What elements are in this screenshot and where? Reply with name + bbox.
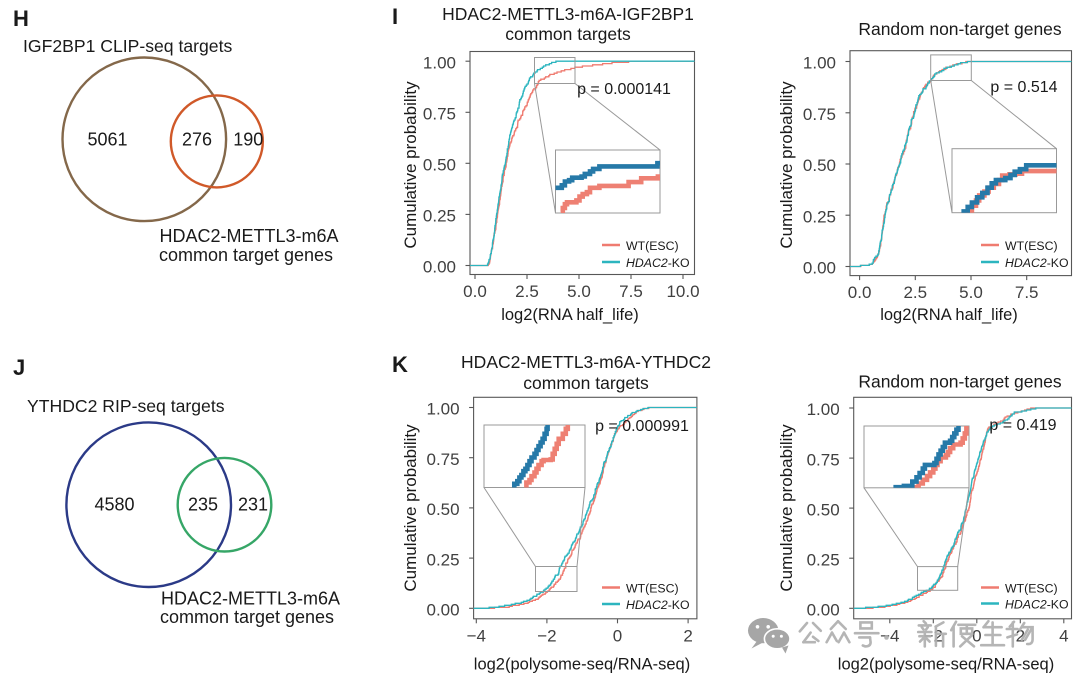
svg-text:0: 0 <box>613 626 622 645</box>
svg-text:K: K <box>392 352 408 377</box>
svg-text:H: H <box>13 6 29 31</box>
svg-text:p = 0.514: p = 0.514 <box>990 79 1057 96</box>
svg-text:HDAC2-KO: HDAC2-KO <box>1005 598 1069 612</box>
svg-text:235: 235 <box>188 495 218 515</box>
svg-text:Random non-target genes: Random non-target genes <box>858 372 1062 392</box>
svg-text:0.25: 0.25 <box>427 550 460 569</box>
svg-text:p = 0.000991: p = 0.000991 <box>595 418 689 435</box>
svg-text:1.00: 1.00 <box>807 400 840 419</box>
svg-text:2.5: 2.5 <box>515 282 539 301</box>
svg-text:0.25: 0.25 <box>423 207 456 226</box>
svg-text:common targets: common targets <box>505 24 631 44</box>
svg-text:0.75: 0.75 <box>423 105 456 124</box>
svg-text:2: 2 <box>683 626 692 645</box>
svg-text:HDAC2-KO: HDAC2-KO <box>626 598 690 612</box>
svg-text:0.25: 0.25 <box>803 207 836 226</box>
svg-text:0.50: 0.50 <box>423 156 456 175</box>
svg-text:−2: −2 <box>537 626 556 645</box>
svg-text:Cumulative probability: Cumulative probability <box>777 424 796 592</box>
svg-text:I: I <box>392 4 398 29</box>
svg-text:0.00: 0.00 <box>427 601 460 620</box>
svg-text:1.00: 1.00 <box>423 53 456 72</box>
svg-text:HDAC2-KO: HDAC2-KO <box>1005 256 1069 270</box>
svg-text:5061: 5061 <box>87 130 127 150</box>
svg-text:HDAC2-METTL3-m6A-YTHDC2: HDAC2-METTL3-m6A-YTHDC2 <box>461 352 711 372</box>
svg-text:1.00: 1.00 <box>427 400 460 419</box>
svg-text:HDAC2-METTL3-m6A-IGF2BP1: HDAC2-METTL3-m6A-IGF2BP1 <box>442 4 694 24</box>
svg-text:IGF2BP1 CLIP-seq targets: IGF2BP1 CLIP-seq targets <box>23 36 232 56</box>
svg-text:7.5: 7.5 <box>1015 283 1039 302</box>
svg-text:10.0: 10.0 <box>666 282 699 301</box>
svg-text:0.50: 0.50 <box>807 500 840 519</box>
svg-text:0.50: 0.50 <box>427 500 460 519</box>
svg-text:0.00: 0.00 <box>423 258 456 277</box>
svg-text:Cumulative probability: Cumulative probability <box>401 81 420 249</box>
svg-text:Random non-target genes: Random non-target genes <box>858 19 1062 39</box>
svg-text:0.25: 0.25 <box>807 550 840 569</box>
svg-text:YTHDC2 RIP-seq targets: YTHDC2 RIP-seq targets <box>27 396 225 416</box>
svg-text:0.75: 0.75 <box>807 450 840 469</box>
svg-text:J: J <box>13 355 25 380</box>
svg-text:HDAC2-KO: HDAC2-KO <box>626 256 690 270</box>
svg-text:0.00: 0.00 <box>803 259 836 278</box>
svg-text:log2(RNA half_life): log2(RNA half_life) <box>501 306 639 324</box>
svg-text:1.00: 1.00 <box>803 54 836 73</box>
svg-text:0.0: 0.0 <box>848 283 872 302</box>
svg-text:231: 231 <box>238 495 268 515</box>
svg-text:276: 276 <box>182 130 212 150</box>
svg-text:0.0: 0.0 <box>463 282 487 301</box>
svg-text:−4: −4 <box>880 626 899 645</box>
svg-text:4580: 4580 <box>94 495 134 515</box>
svg-text:190: 190 <box>233 130 263 150</box>
svg-text:−4: −4 <box>467 626 486 645</box>
svg-text:2.5: 2.5 <box>903 283 927 302</box>
svg-text:0.00: 0.00 <box>807 601 840 620</box>
svg-text:common targets: common targets <box>523 373 649 393</box>
svg-text:WT(ESC): WT(ESC) <box>1005 239 1058 253</box>
svg-text:p = 0.419: p = 0.419 <box>989 417 1056 434</box>
svg-text:common target genes: common target genes <box>159 245 333 265</box>
svg-text:common target genes: common target genes <box>160 607 334 627</box>
svg-text:WT(ESC): WT(ESC) <box>626 239 679 253</box>
svg-text:4: 4 <box>1059 626 1068 645</box>
svg-text:0.50: 0.50 <box>803 156 836 175</box>
svg-text:0: 0 <box>972 626 981 645</box>
svg-text:Cumulative probability: Cumulative probability <box>777 81 796 249</box>
svg-text:log2(RNA half_life): log2(RNA half_life) <box>880 306 1018 324</box>
svg-text:7.5: 7.5 <box>619 282 643 301</box>
svg-text:0.75: 0.75 <box>427 450 460 469</box>
svg-text:2: 2 <box>1016 626 1025 645</box>
svg-text:p = 0.000141: p = 0.000141 <box>577 81 671 98</box>
svg-text:log2(polysome-seq/RNA-seq): log2(polysome-seq/RNA-seq) <box>474 656 690 674</box>
svg-text:HDAC2-METTL3-m6A: HDAC2-METTL3-m6A <box>159 226 338 246</box>
svg-text:WT(ESC): WT(ESC) <box>626 582 679 596</box>
svg-text:WT(ESC): WT(ESC) <box>1005 582 1058 596</box>
svg-text:log2(polysome-seq/RNA-seq): log2(polysome-seq/RNA-seq) <box>838 656 1054 674</box>
svg-text:HDAC2-METTL3-m6A: HDAC2-METTL3-m6A <box>161 589 340 609</box>
svg-text:5.0: 5.0 <box>959 283 983 302</box>
svg-text:0.75: 0.75 <box>803 105 836 124</box>
svg-text:Cumulative probability: Cumulative probability <box>401 424 420 592</box>
svg-text:5.0: 5.0 <box>567 282 591 301</box>
